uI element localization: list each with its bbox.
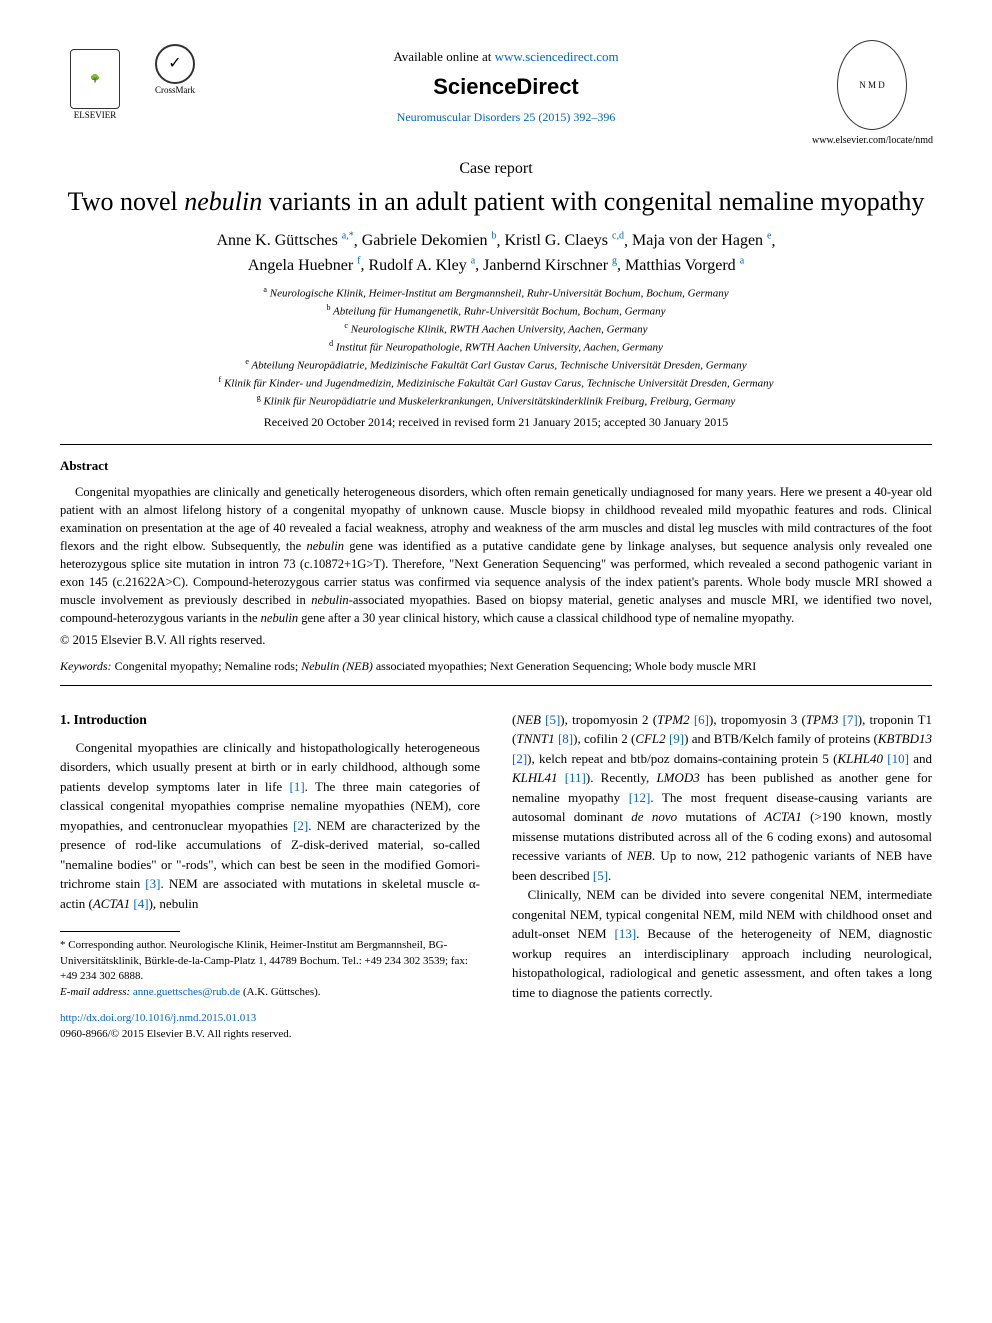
citation-link[interactable]: [1] (290, 779, 305, 794)
affiliation: f Klinik für Kinder- und Jugendmedizin, … (60, 374, 932, 392)
citation-link[interactable]: [9] (669, 731, 684, 746)
citation-link[interactable]: [13] (615, 926, 637, 941)
journal-header: 🌳 ELSEVIER ✓ CrossMark Available online … (60, 40, 932, 148)
affiliation: e Abteilung Neuropädiatrie, Medizinische… (60, 356, 932, 374)
issn-copyright: 0960-8966/© 2015 Elsevier B.V. All right… (60, 1028, 292, 1040)
abstract-heading: Abstract (60, 457, 932, 475)
available-online: Available online at www.sciencedirect.co… (200, 48, 812, 66)
intro-paragraph-3: Clinically, NEM can be divided into seve… (512, 885, 932, 1002)
header-right: N M D www.elsevier.com/locate/nmd (812, 40, 932, 148)
affiliation: c Neurologische Klinik, RWTH Aachen Univ… (60, 320, 932, 338)
citation-link[interactable]: [2] (512, 751, 527, 766)
affiliation: d Institut für Neuropathologie, RWTH Aac… (60, 338, 932, 356)
journal-reference[interactable]: Neuromuscular Disorders 25 (2015) 392–39… (200, 109, 812, 125)
separator-rule (60, 444, 932, 445)
citation-link[interactable]: [8] (558, 731, 573, 746)
author: Angela Huebner f (248, 257, 361, 274)
article-dates: Received 20 October 2014; received in re… (60, 414, 932, 430)
header-center: Available online at www.sciencedirect.co… (200, 40, 812, 125)
keywords-text-1: Congenital myopathy; Nemaline rods; (112, 659, 302, 673)
email-line: E-mail address: anne.guettsches@rub.de (… (60, 985, 480, 1000)
citation-link[interactable]: [11] (565, 770, 586, 785)
affiliation: b Abteilung für Humangenetik, Ruhr-Unive… (60, 302, 932, 320)
body-columns: 1. Introduction Congenital myopathies ar… (60, 710, 932, 1043)
section-heading-intro: 1. Introduction (60, 710, 480, 730)
author: Gabriele Dekomien b (362, 232, 497, 249)
keywords-label: Keywords: (60, 659, 112, 673)
email-suffix: (A.K. Güttsches). (240, 986, 320, 998)
title-ital: nebulin (184, 187, 262, 216)
separator-rule (60, 685, 932, 686)
available-prefix: Available online at (393, 49, 494, 64)
author: Rudolf A. Kley a (369, 257, 476, 274)
citation-link[interactable]: [3] (145, 876, 160, 891)
affiliation: g Klinik für Neuropädiatrie und Muskeler… (60, 392, 932, 410)
elsevier-label: ELSEVIER (74, 109, 117, 121)
citation-link[interactable]: [5] (545, 712, 560, 727)
corresponding-author-note: * Corresponding author. Neurologische Kl… (60, 938, 480, 984)
sciencedirect-url[interactable]: www.sciencedirect.com (495, 49, 619, 64)
author: Janbernd Kirschner g (483, 257, 617, 274)
crossmark-badge[interactable]: ✓ CrossMark (150, 40, 200, 100)
citation-link[interactable]: [12] (629, 790, 651, 805)
doi-line: http://dx.doi.org/10.1016/j.nmd.2015.01.… (60, 1010, 480, 1043)
footnote-separator (60, 931, 180, 932)
elsevier-logo: 🌳 ELSEVIER (60, 40, 130, 130)
citation-link[interactable]: [10] (887, 751, 909, 766)
citation-link[interactable]: [6] (694, 712, 709, 727)
sciencedirect-logo: ScienceDirect (200, 72, 812, 102)
citation-link[interactable]: [2] (293, 818, 308, 833)
abstract-copyright: © 2015 Elsevier B.V. All rights reserved… (60, 632, 932, 649)
nmd-badge-text: N M D (859, 79, 885, 91)
crossmark-label: CrossMark (155, 84, 195, 96)
title-post: variants in an adult patient with congen… (262, 187, 924, 216)
crossmark-icon: ✓ (155, 44, 195, 84)
email-label: E-mail address: (60, 986, 130, 998)
abstract-body: Congenital myopathies are clinically and… (60, 483, 932, 628)
column-left: 1. Introduction Congenital myopathies ar… (60, 710, 480, 1043)
article-type: Case report (60, 158, 932, 180)
affiliation-list: a Neurologische Klinik, Heimer-Institut … (60, 284, 932, 410)
author-list: Anne K. Güttsches a,*, Gabriele Dekomien… (60, 229, 932, 278)
doi-link[interactable]: http://dx.doi.org/10.1016/j.nmd.2015.01.… (60, 1012, 256, 1024)
author: Kristl G. Claeys c,d (504, 232, 624, 249)
affiliation: a Neurologische Klinik, Heimer-Institut … (60, 284, 932, 302)
journal-homepage-url[interactable]: www.elsevier.com/locate/nmd (812, 134, 932, 148)
article-title: Two novel nebulin variants in an adult p… (60, 185, 932, 219)
elsevier-tree-icon: 🌳 (70, 49, 120, 109)
corresponding-email[interactable]: anne.guettsches@rub.de (133, 986, 240, 998)
citation-link[interactable]: [4] (133, 896, 148, 911)
title-pre: Two novel (68, 187, 185, 216)
nmd-logo-icon: N M D (837, 40, 907, 130)
author: Anne K. Güttsches a,* (216, 232, 353, 249)
column-right: (NEB [5]), tropomyosin 2 (TPM2 [6]), tro… (512, 710, 932, 1043)
keywords-text-2: associated myopathies; Next Generation S… (373, 659, 756, 673)
intro-paragraph-2: (NEB [5]), tropomyosin 2 (TPM2 [6]), tro… (512, 710, 932, 886)
keywords: Keywords: Congenital myopathy; Nemaline … (60, 658, 932, 674)
header-left: 🌳 ELSEVIER ✓ CrossMark (60, 40, 200, 130)
citation-link[interactable]: [5] (593, 868, 608, 883)
author: Maja von der Hagen e (632, 232, 772, 249)
citation-link[interactable]: [7] (843, 712, 858, 727)
intro-paragraph-1: Congenital myopathies are clinically and… (60, 738, 480, 914)
keywords-ital: Nebulin (NEB) (301, 659, 373, 673)
author: Matthias Vorgerd a (625, 257, 744, 274)
